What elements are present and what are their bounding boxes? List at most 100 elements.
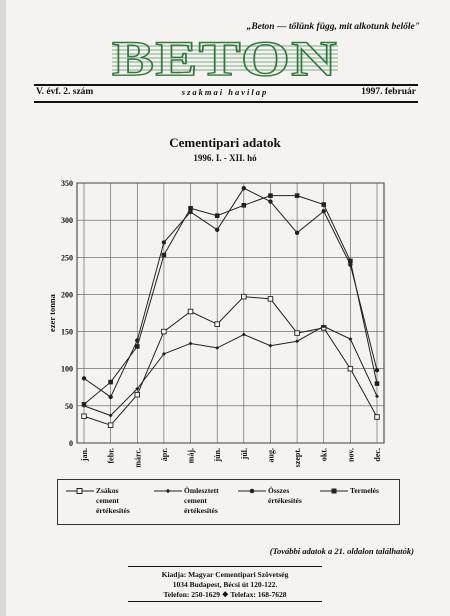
header-rule-bottom [34,101,418,103]
publisher-rule-bottom [128,601,322,602]
line-chart: 0 50 100 150 200 250 300 350 jan. febr. márc. ápr.… [47,179,385,468]
data-point [81,402,87,407]
publisher-contact: Telefon: 250-1629 ❖ Telefax: 168-7628 [163,590,287,599]
data-point [214,227,220,232]
chart-subtitle: 1996. I. - XII. hó [193,153,257,163]
data-point [348,337,353,341]
legend-label: Ömlesztett cement értékesítés [184,486,219,515]
chart-title: Cementipari adatok [169,135,281,150]
data-point [294,193,300,198]
x-tick-label: máj. [187,448,196,463]
x-tick-label: szept. [293,448,302,467]
y-tick-label: 100 [61,365,73,374]
data-point [81,413,87,420]
y-tick-label: 0 [69,439,73,448]
x-axis-ticks: jan. febr. márc. ápr. máj. jún. júl. aug. szept.… [80,448,382,468]
x-tick-label: aug. [266,448,275,462]
x-tick-label: júl. [240,448,249,460]
series-line [83,187,378,398]
publisher-address: 1034 Budapest, Bécsi út 120-122. [172,580,278,589]
x-tick-label: nov. [346,448,355,462]
y-tick-label: 300 [61,216,73,225]
data-point [108,379,113,385]
data-point [321,202,327,207]
data-point [161,240,167,245]
data-point [295,339,300,344]
legend-label: Összes értékesítés [268,486,302,505]
publisher-rule-top [128,566,322,567]
data-point [374,414,380,420]
data-point [241,186,247,191]
legend-label: Termelés [350,486,379,495]
data-point [214,213,220,218]
x-tick-label: febr. [107,448,116,463]
data-point [134,391,141,398]
publisher-name: Kiadja: Magyar Cementipari Szövetség [161,570,289,579]
magazine-subtitle: szakmai havilap [181,87,269,97]
data-point [375,394,379,399]
data-point [321,209,326,214]
series-dot [81,186,380,400]
data-point [188,205,193,211]
data-point [108,413,113,418]
data-point [268,343,273,348]
issue-date: 1997. február [361,87,416,97]
beton-logo: BETON [111,34,338,82]
data-point [161,252,167,258]
data-point [347,365,354,372]
data-point [374,368,380,373]
legend-marker-filled-square [320,488,348,494]
data-point [187,308,194,315]
header-rule-top [34,84,418,86]
data-point [241,293,247,300]
y-tick-label: 350 [61,179,73,188]
x-tick-label: dec. [373,448,382,462]
legend-marker-small-diamond [154,488,182,494]
y-axis-label: ezer tonna [47,293,57,332]
data-point [241,332,246,337]
y-tick-label: 250 [61,253,73,262]
data-point [188,341,193,346]
data-point [215,345,220,350]
issue-number: V. évf. 2. szám [36,87,94,97]
legend-marker-dot [238,488,266,494]
series-line [83,296,378,426]
logo-hatch [112,45,338,71]
data-point [107,422,114,428]
data-point [348,258,353,264]
plot-frame [76,182,385,444]
data-point [294,230,300,235]
y-tick-label: 200 [61,290,73,299]
data-point [294,330,300,336]
page-edge [0,0,6,616]
chart-grid [76,182,385,444]
data-point [214,321,220,327]
data-point [134,344,140,349]
y-tick-label: 150 [61,328,73,337]
footnote: (További adatok a 21. oldalon találhatók… [269,546,414,556]
series-line [83,325,378,417]
data-point [81,376,87,381]
x-tick-label: jan. [80,448,89,462]
data-point [135,386,140,391]
data-point [374,381,380,386]
legend-marker-open-square [66,488,94,494]
chart-legend: Zsákos cement értékesítés Ömlesztett cem… [57,479,400,525]
series-small-diamond [82,324,379,418]
series-filled-square [81,193,380,407]
data-point [161,328,167,335]
data-point [268,193,273,198]
data-point [268,199,273,204]
x-tick-label: okt. [320,448,329,461]
y-axis-ticks: 0 50 100 150 200 250 300 350 [61,179,73,448]
x-tick-label: márc. [133,448,142,468]
data-point [161,351,166,356]
data-point [241,202,247,208]
x-tick-label: jún. [213,448,222,463]
data-point [267,296,274,302]
x-tick-label: ápr. [160,448,169,461]
data-point [108,394,113,400]
series-line [83,195,378,405]
legend-label: Zsákos cement értékesítés [96,486,130,515]
